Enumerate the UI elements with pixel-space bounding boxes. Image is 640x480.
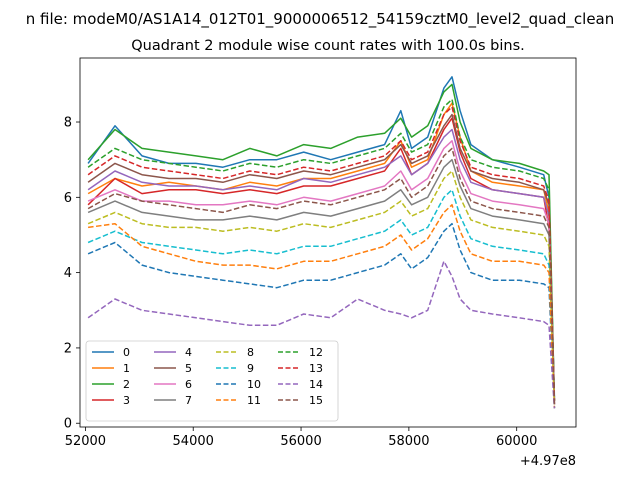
- legend-label-3: 3: [123, 394, 130, 407]
- legend-label-11: 11: [247, 394, 261, 407]
- series-line-7: [87, 158, 556, 405]
- legend-label-7: 7: [185, 394, 192, 407]
- legend-label-9: 9: [247, 362, 254, 375]
- legend-label-12: 12: [309, 346, 323, 359]
- x-tick-label: 56000: [280, 434, 321, 449]
- series-line-14: [87, 260, 556, 409]
- series-line-13: [87, 106, 556, 401]
- x-tick-label: 60000: [496, 434, 537, 449]
- legend-label-15: 15: [309, 394, 323, 407]
- legend-label-0: 0: [123, 346, 130, 359]
- axes-frame: [79, 57, 577, 428]
- x-offset-label: +4.97e8: [520, 454, 576, 469]
- legend-label-4: 4: [185, 346, 192, 359]
- series-line-5: [87, 113, 556, 401]
- x-tick-label: 54000: [173, 434, 214, 449]
- series-line-11: [87, 204, 556, 409]
- legend-label-6: 6: [185, 378, 192, 391]
- figure-suptitle: n file: modeM0/AS1A14_012T01_9000006512_…: [26, 10, 615, 29]
- y-tick-label: 0: [64, 417, 72, 432]
- series-line-15: [87, 147, 556, 405]
- legend-label-5: 5: [185, 362, 192, 375]
- y-tick-label: 4: [64, 266, 72, 281]
- y-tick-label: 6: [64, 191, 72, 206]
- legend-box: [85, 340, 339, 422]
- legend-label-10: 10: [247, 378, 261, 391]
- series-line-2: [87, 83, 556, 401]
- series-line-12: [87, 98, 556, 401]
- x-axis: 52000 54000 56000 58000 60000: [65, 427, 537, 449]
- series-layer: [87, 76, 556, 409]
- legend-label-8: 8: [247, 346, 254, 359]
- series-line-8: [87, 170, 556, 405]
- legend-label-14: 14: [309, 378, 323, 391]
- legend-label-13: 13: [309, 362, 323, 375]
- series-line-10: [87, 222, 556, 409]
- y-tick-label: 8: [64, 116, 72, 131]
- legend-label-2: 2: [123, 378, 130, 391]
- x-tick-label: 58000: [388, 434, 429, 449]
- chart-title: Quadrant 2 module wise count rates with …: [131, 38, 525, 54]
- y-axis: 0 2 4 6 8: [64, 116, 80, 432]
- y-tick-label: 2: [64, 341, 72, 356]
- x-tick-label: 52000: [65, 434, 106, 449]
- series-line-4: [87, 128, 556, 401]
- series-line-6: [87, 140, 556, 405]
- legend-label-1: 1: [123, 362, 130, 375]
- series-line-9: [87, 189, 556, 409]
